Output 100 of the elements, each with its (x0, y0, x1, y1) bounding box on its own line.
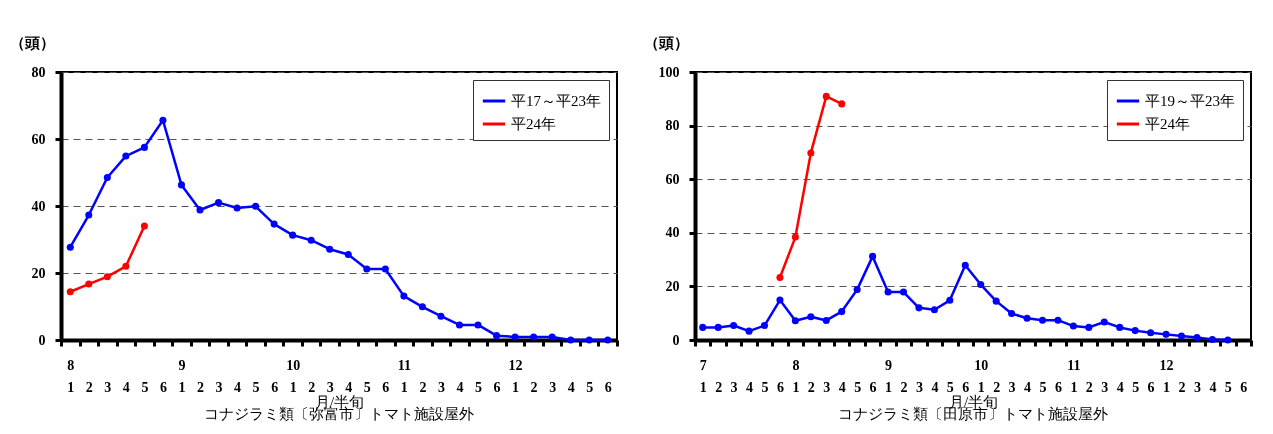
point (791, 233, 799, 241)
point (1038, 316, 1047, 324)
x-tick-label: 2 (1085, 379, 1093, 395)
point (1147, 329, 1155, 337)
x-tick-label: 6 (1054, 379, 1062, 395)
x-tick-label: 6 (493, 379, 501, 395)
x-tick-label: 5 (475, 379, 482, 395)
point (791, 317, 799, 325)
point (838, 100, 846, 108)
x-tick-label: 6 (159, 379, 167, 395)
x-tick-label: 3 (549, 379, 557, 395)
x-tick-label: 12 1 (1159, 357, 1174, 395)
point (807, 313, 815, 321)
x-tick-label: 3 (1008, 379, 1016, 395)
x-tick-label: 5 (1039, 379, 1047, 395)
point (567, 336, 575, 344)
y-tick-label: 60 (665, 171, 680, 187)
x-tick-label: 2 (85, 379, 93, 395)
x-tick-label: 2 (715, 379, 723, 395)
point (548, 333, 556, 341)
point (745, 327, 753, 335)
x-tick-label: 9 1 (178, 357, 186, 395)
point (381, 265, 389, 273)
x-tick-label: 2 (900, 379, 908, 395)
point (66, 288, 74, 296)
point (437, 312, 445, 320)
y-tick-label: 60 (31, 131, 46, 147)
x-tick-label: 5 (946, 379, 954, 395)
legend-label: 平17～平23年 (511, 93, 601, 109)
point (103, 174, 111, 182)
point (159, 116, 167, 124)
point (85, 211, 93, 219)
point (604, 336, 612, 344)
x-tick-label: 3 (104, 379, 112, 395)
x-tick-label: 5 (1132, 379, 1140, 395)
point (344, 251, 352, 259)
x-tick-label: 10 1 (286, 357, 301, 395)
point (1208, 335, 1216, 343)
point (474, 321, 482, 329)
x-tick-label: 4 (746, 379, 754, 395)
point (992, 297, 1000, 305)
point (85, 280, 93, 288)
point (1177, 332, 1186, 340)
x-tick-label: 2 (197, 379, 204, 395)
point (140, 143, 148, 151)
y-tick-label: 40 (31, 198, 46, 214)
x-tick-label: 8 1 (67, 357, 75, 395)
x-tick-label: 5 (141, 379, 149, 395)
x-tick-label: 4 (122, 379, 130, 395)
x-tick-label: 10 1 (974, 357, 989, 395)
y-tick-label: 20 (31, 265, 46, 281)
point (122, 152, 130, 160)
x-tick-label: 6 (776, 379, 784, 395)
point (1100, 318, 1108, 326)
point (585, 336, 593, 344)
x-tick-label: 4 (1209, 379, 1217, 395)
x-tick-label: 2 (530, 379, 538, 395)
point (853, 286, 861, 294)
point (530, 333, 538, 341)
point (730, 322, 738, 330)
x-tick-label: 5 (363, 379, 371, 395)
point (977, 280, 985, 289)
x-tick-label: 4 (838, 379, 846, 395)
x-tick-label: 8 1 (792, 357, 800, 395)
point (884, 288, 892, 296)
point (140, 222, 148, 230)
point (915, 304, 923, 312)
x-tick-label: 6 (962, 379, 970, 395)
point (252, 202, 260, 210)
point (899, 288, 908, 296)
point (400, 292, 408, 300)
x-tick-label: 12 1 (508, 357, 523, 395)
point (363, 265, 371, 273)
point (493, 332, 501, 340)
y-tick-label: 40 (665, 225, 680, 241)
point (307, 236, 315, 244)
point (66, 243, 74, 251)
x-tick-label: 4 (456, 379, 464, 395)
point (869, 252, 877, 260)
x-tick-label: 6 (869, 379, 877, 395)
point (961, 261, 969, 269)
point (196, 206, 204, 214)
x-tick-label: 2 (419, 379, 427, 395)
point (776, 296, 784, 304)
point (1193, 334, 1201, 342)
point (1008, 309, 1016, 317)
y-tick-label: 0 (672, 332, 680, 348)
point (699, 323, 707, 331)
y-tick-label: 20 (665, 278, 680, 294)
point (822, 316, 830, 324)
x-tick-label: 4 (567, 379, 575, 395)
y-tick-label: 100 (658, 64, 680, 80)
x-tick-label: 5 (586, 379, 594, 395)
x-tick-label: 2 (807, 379, 815, 395)
x-tick-label: 6 (1240, 379, 1248, 395)
legend-label: 平24年 (1145, 116, 1190, 132)
point (838, 308, 846, 316)
point (1085, 323, 1093, 331)
point (122, 262, 130, 270)
x-tick-label: 4 (1024, 379, 1032, 395)
